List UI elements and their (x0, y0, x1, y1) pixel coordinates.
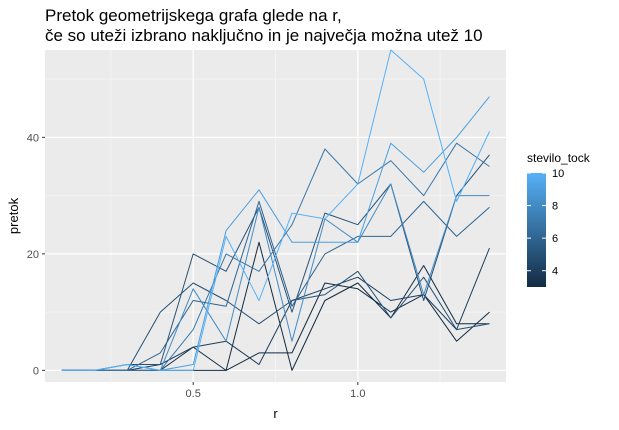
chart-title: Pretok geometrijskega grafa glede na r, … (45, 6, 483, 46)
colorbar-ticks: 4 6 8 10 (527, 168, 564, 278)
x-tick-label: 0.5 (186, 388, 201, 400)
major-gridlines (45, 50, 506, 382)
y-axis-title: pretok (6, 197, 21, 234)
series-line (61, 49, 490, 371)
colorbar (527, 173, 546, 287)
x-axis-title: r (273, 406, 278, 421)
y-axis: 0 20 40 (27, 132, 45, 377)
y-tick-label: 0 (33, 365, 39, 377)
series-lines (61, 49, 490, 371)
legend-title: stevilo_tock (527, 151, 591, 165)
series-line (61, 200, 490, 371)
colorbar-tick-label: 8 (552, 201, 558, 213)
series-line (61, 142, 490, 371)
colorbar-legend: stevilo_tock 4 6 8 10 (527, 151, 591, 287)
series-line (61, 270, 490, 371)
colorbar-tick-label: 10 (552, 168, 564, 180)
colorbar-tick-label: 6 (552, 233, 558, 245)
series-line (61, 154, 490, 371)
y-tick-label: 20 (27, 249, 39, 261)
x-axis: 0.5 1.0 (186, 382, 365, 400)
colorbar-tick-label: 4 (552, 266, 558, 278)
chart-title-line-1: Pretok geometrijskega grafa glede na r, (45, 6, 342, 25)
series-line (61, 247, 490, 371)
x-tick-label: 1.0 (350, 388, 365, 400)
chart-title-line-2: če so uteži izbrano naključno in je najv… (45, 26, 483, 45)
y-tick-label: 40 (27, 132, 39, 144)
